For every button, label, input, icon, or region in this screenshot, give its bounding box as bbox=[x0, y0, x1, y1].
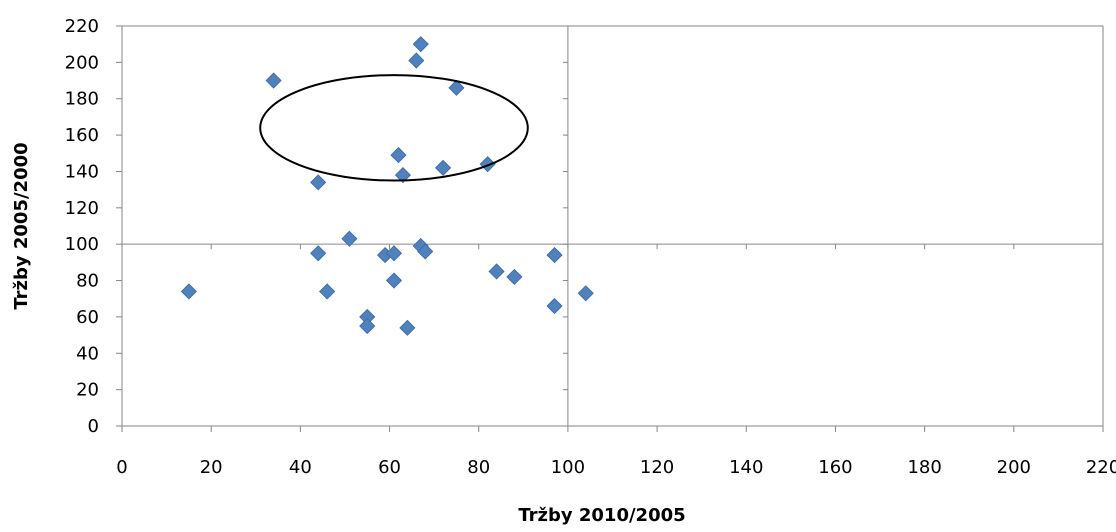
data-point bbox=[265, 72, 282, 89]
data-point bbox=[546, 297, 563, 315]
data-point bbox=[408, 52, 425, 69]
data-point bbox=[399, 319, 416, 336]
x-axis-title: Tržby 2010/2005 bbox=[518, 505, 685, 526]
y-axis-title: Tržby 2005/2000 bbox=[11, 142, 32, 309]
data-point bbox=[506, 268, 523, 285]
y-tick-label: 160 bbox=[65, 125, 99, 146]
x-tick-label: 60 bbox=[378, 457, 401, 478]
x-tick-label: 220 bbox=[1086, 457, 1116, 478]
y-tick-label: 180 bbox=[65, 89, 99, 110]
y-tick-label: 100 bbox=[65, 234, 99, 255]
y-tick-label: 120 bbox=[65, 198, 99, 219]
data-point bbox=[319, 283, 336, 300]
x-tick-label: 160 bbox=[818, 457, 852, 478]
y-tick-label: 60 bbox=[76, 307, 99, 328]
data-point bbox=[341, 230, 358, 247]
y-tick-label: 200 bbox=[65, 52, 99, 73]
data-point bbox=[180, 283, 197, 300]
plot-area-border bbox=[121, 25, 1104, 427]
data-point bbox=[434, 159, 452, 176]
data-point bbox=[310, 174, 327, 191]
data-point bbox=[394, 167, 411, 184]
x-tick-label: 100 bbox=[551, 457, 585, 478]
y-tick-label: 40 bbox=[76, 343, 99, 364]
highlight-ellipse bbox=[259, 74, 529, 182]
x-tick-label: 20 bbox=[200, 457, 223, 478]
x-tick-label: 140 bbox=[729, 457, 763, 478]
data-point bbox=[359, 317, 376, 335]
data-point bbox=[385, 245, 403, 262]
data-point bbox=[412, 36, 429, 53]
x-tick-label: 40 bbox=[289, 457, 312, 478]
data-point bbox=[310, 245, 327, 262]
data-point bbox=[390, 147, 407, 164]
data-point bbox=[385, 272, 403, 289]
data-point bbox=[448, 79, 465, 96]
y-tick-label: 140 bbox=[65, 161, 99, 182]
y-tick-label: 20 bbox=[76, 380, 99, 401]
data-point bbox=[488, 263, 505, 280]
x-tick-label: 180 bbox=[907, 457, 941, 478]
y-tick-label: 80 bbox=[76, 271, 99, 292]
data-point bbox=[546, 247, 563, 264]
x-tick-label: 0 bbox=[116, 457, 127, 478]
data-point bbox=[417, 243, 434, 260]
y-tick-label: 220 bbox=[65, 16, 99, 37]
x-tick-label: 80 bbox=[467, 457, 490, 478]
x-tick-label: 200 bbox=[997, 457, 1031, 478]
y-tick-label: 0 bbox=[88, 416, 99, 437]
x-tick-label: 120 bbox=[640, 457, 674, 478]
data-point bbox=[577, 285, 594, 302]
